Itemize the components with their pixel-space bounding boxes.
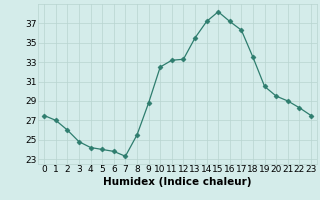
X-axis label: Humidex (Indice chaleur): Humidex (Indice chaleur) [103, 177, 252, 187]
